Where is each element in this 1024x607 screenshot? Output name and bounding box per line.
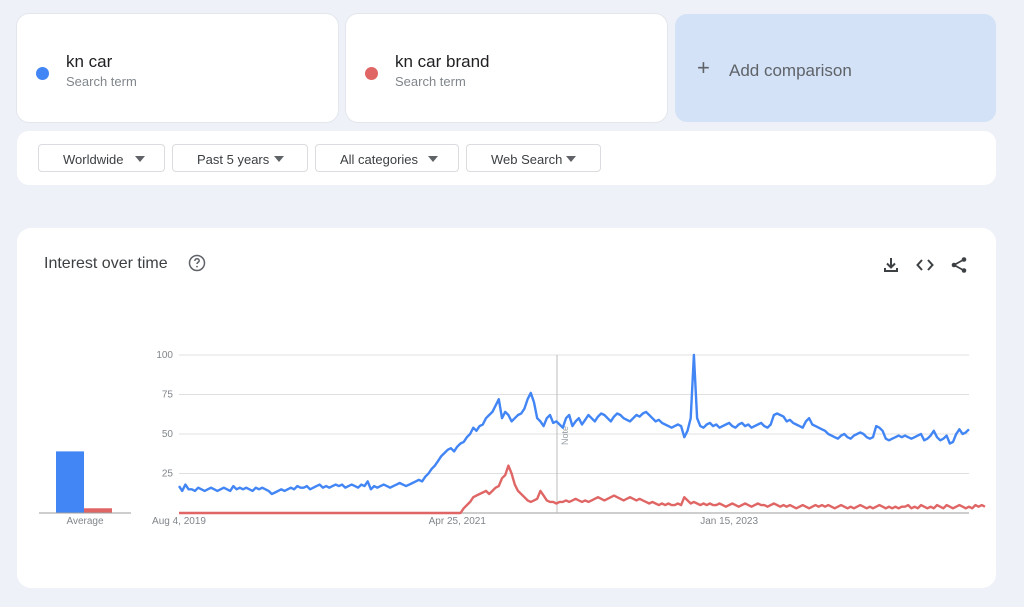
search-term-card-1[interactable]: kn car Search term — [17, 14, 338, 122]
chart-grid — [179, 354, 969, 514]
average-bar-1 — [56, 451, 84, 513]
plus-icon: + — [697, 55, 710, 80]
y-tick-labels: 25 50 75 100 — [156, 350, 173, 480]
y-tick-label: 100 — [156, 350, 173, 361]
series-color-dot — [36, 67, 49, 80]
note-marker-label[interactable]: Note — [560, 426, 570, 445]
x-tick-label: Aug 4, 2019 — [152, 516, 206, 527]
caret-down-icon — [274, 156, 284, 162]
search-term-card-2[interactable]: kn car brand Search term — [346, 14, 667, 122]
filter-label: Worldwide — [63, 152, 124, 167]
x-tick-label: Apr 25, 2021 — [429, 516, 487, 527]
y-tick-label: 75 — [162, 390, 174, 401]
interest-chart: 25 50 75 100 Aug 4, 2019 Apr 25, 2021 Jan 15,… — [39, 350, 986, 527]
search-term-name[interactable]: kn car — [66, 52, 113, 71]
series-line-1 — [178, 353, 970, 496]
filter-category-dropdown[interactable]: All categories — [315, 144, 459, 172]
search-term-label: Search term — [395, 74, 466, 89]
caret-down-icon — [135, 156, 145, 162]
download-icon[interactable] — [881, 255, 901, 275]
embed-icon[interactable] — [915, 255, 935, 275]
filter-label: Past 5 years — [197, 152, 270, 167]
y-tick-label: 25 — [162, 469, 174, 480]
average-bars — [56, 451, 112, 513]
add-comparison-button[interactable]: + Add comparison — [675, 14, 996, 122]
panel-title: Interest over time — [44, 255, 168, 272]
interest-over-time-panel: Interest over time 25 50 75 100 Aug 4, 2019… — [17, 228, 996, 588]
series-color-dot — [365, 67, 378, 80]
top-band: kn car Search term kn car brand Search t… — [0, 0, 1024, 206]
series-line-2 — [179, 464, 986, 515]
average-bar-2 — [84, 508, 112, 513]
share-icon[interactable] — [949, 255, 969, 275]
filter-time-dropdown[interactable]: Past 5 years — [172, 144, 308, 172]
filter-bar: Worldwide Past 5 years All categories We… — [17, 131, 996, 185]
search-term-name[interactable]: kn car brand — [395, 52, 490, 71]
caret-down-icon — [566, 156, 576, 162]
help-icon[interactable] — [188, 254, 206, 272]
filter-search-type-dropdown[interactable]: Web Search — [466, 144, 601, 172]
search-term-label: Search term — [66, 74, 137, 89]
add-comparison-label: Add comparison — [729, 61, 852, 80]
filter-region-dropdown[interactable]: Worldwide — [38, 144, 165, 172]
average-label: Average — [66, 516, 104, 527]
x-tick-labels: Aug 4, 2019 Apr 25, 2021 Jan 15, 2023 — [152, 516, 758, 527]
x-tick-label: Jan 15, 2023 — [700, 516, 758, 527]
filter-label: Web Search — [491, 152, 563, 167]
caret-down-icon — [428, 156, 438, 162]
y-tick-label: 50 — [162, 429, 174, 440]
filter-label: All categories — [340, 152, 419, 167]
chart-series — [178, 353, 986, 515]
